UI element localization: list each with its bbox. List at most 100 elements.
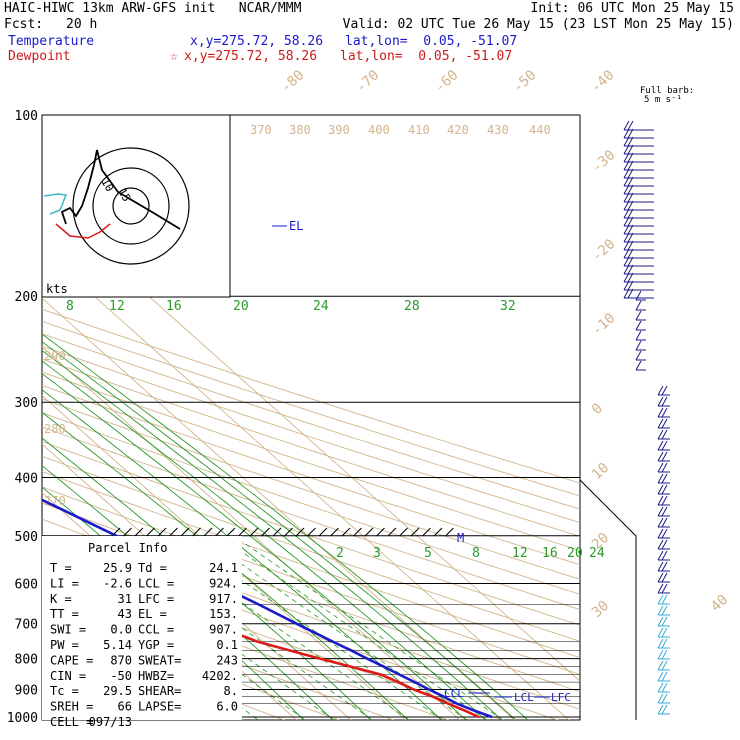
hatch-mark bbox=[169, 527, 178, 537]
barb-flag bbox=[623, 200, 630, 211]
barb-flag bbox=[657, 440, 664, 451]
parcel-info-value: 29.5 bbox=[103, 684, 132, 698]
isotherm bbox=[0, 102, 35, 730]
parcel-info-value: 5.14 bbox=[103, 638, 132, 652]
parcel-info-label: LAPSE= bbox=[138, 700, 181, 714]
hodograph-trace-low bbox=[43, 193, 68, 215]
hatch-mark bbox=[353, 527, 362, 537]
mixing-ratio-label: 24 bbox=[589, 546, 605, 561]
barb-flag bbox=[635, 340, 642, 351]
barb-flag bbox=[661, 473, 668, 484]
barb-flag bbox=[661, 517, 668, 528]
hodograph-trace-red bbox=[55, 223, 111, 239]
pressure-label: 400 bbox=[15, 471, 38, 486]
barb-flag bbox=[657, 550, 664, 561]
isotherm bbox=[42, 297, 516, 720]
theta-label: 440 bbox=[529, 123, 551, 137]
parcel-info-label: CIN = bbox=[50, 669, 86, 683]
hatch-mark bbox=[410, 527, 420, 537]
barb-flag bbox=[627, 184, 634, 195]
hatch-mark bbox=[215, 527, 224, 537]
mixing-ratio-label: 28 bbox=[404, 299, 420, 314]
plot-title: HAIC-HIWC 13km ARW-GFS init NCAR/MMM bbox=[4, 1, 302, 16]
hatch-mark bbox=[341, 527, 351, 537]
barb-flag bbox=[623, 152, 630, 163]
pressure-label: 600 bbox=[15, 577, 38, 592]
theta-label: 390 bbox=[328, 123, 350, 137]
parcel-info-label: K = bbox=[50, 592, 72, 606]
barb-flag bbox=[627, 120, 634, 131]
barb-flag bbox=[623, 288, 630, 299]
mixing-ratio-label: 20 bbox=[567, 546, 583, 561]
barb-flag bbox=[623, 240, 630, 251]
barb-flag bbox=[627, 160, 634, 171]
dewpoint-legend: Dewpoint bbox=[8, 49, 71, 64]
dry-adiabat bbox=[42, 588, 395, 720]
barb-panel-edge bbox=[579, 479, 637, 720]
barb-flag bbox=[661, 451, 668, 462]
barb-flag bbox=[623, 184, 630, 195]
parcel-info-value: 66 bbox=[118, 700, 132, 714]
mixing-ratio-label: 8 bbox=[66, 299, 74, 314]
barb-flag bbox=[627, 224, 634, 235]
hatch-mark bbox=[376, 527, 385, 537]
dewpoint-star-icon: ☆ bbox=[170, 49, 178, 64]
parcel-info-value: 917. bbox=[209, 592, 238, 606]
lfc-annotation: LFC bbox=[551, 691, 571, 704]
parcel-info-label: SWI = bbox=[50, 623, 86, 637]
barb-flag bbox=[661, 484, 668, 495]
barb-flag bbox=[661, 539, 668, 550]
parcel-info-value: 924. bbox=[209, 576, 238, 590]
barb-flag bbox=[661, 550, 668, 561]
barb-flag bbox=[623, 128, 630, 139]
barb-flag bbox=[661, 704, 668, 715]
barb-flag bbox=[657, 528, 664, 539]
dry-adiabat bbox=[42, 333, 580, 510]
parcel-info-label: SREH = bbox=[50, 700, 93, 714]
barb-flag bbox=[661, 572, 668, 583]
hatch-mark bbox=[249, 527, 259, 537]
dry-adiabat bbox=[42, 398, 580, 580]
hatch-mark bbox=[422, 527, 431, 537]
barb-legend-line1: Full barb: bbox=[640, 86, 695, 96]
hodograph-box bbox=[41, 114, 231, 298]
pressure-label: 500 bbox=[15, 530, 38, 545]
parcel-info-label: LI = bbox=[50, 576, 79, 590]
barb-flag bbox=[661, 583, 668, 594]
parcel-info-value: -50 bbox=[110, 669, 132, 683]
dry-adiabat bbox=[42, 607, 340, 720]
dry-adiabat bbox=[42, 358, 580, 537]
parcel-info-label: CELL = bbox=[50, 715, 93, 729]
barb-flag bbox=[657, 616, 664, 627]
barb-flag bbox=[635, 290, 642, 301]
mixing-ratio-label: 5 bbox=[424, 546, 432, 561]
temperature-xy: x,y=275.72, 58.26 bbox=[190, 34, 324, 49]
isotherm-label: 30 bbox=[589, 598, 612, 621]
barb-flag bbox=[657, 660, 664, 671]
isotherm-label: -30 bbox=[589, 147, 619, 176]
lcl-annotation: LCL bbox=[514, 691, 534, 704]
barb-flag bbox=[627, 208, 634, 219]
isotherm-label: -40 bbox=[588, 67, 618, 96]
barb-flag bbox=[623, 272, 630, 283]
barb-flag bbox=[623, 248, 630, 259]
mixing-ratio-label: 16 bbox=[542, 546, 558, 561]
theta-label: 380 bbox=[289, 123, 311, 137]
barb-flag bbox=[627, 272, 634, 283]
barb-flag bbox=[623, 176, 630, 187]
hatch-mark bbox=[146, 527, 155, 537]
dry-adiabat bbox=[42, 412, 580, 595]
isotherm-label: -10 bbox=[589, 310, 619, 339]
ccl-annotation: CCL bbox=[444, 687, 464, 700]
parcel-info-label: LFC = bbox=[138, 592, 174, 606]
barb-flag bbox=[623, 168, 630, 179]
barb-flag bbox=[627, 144, 634, 155]
hatch-mark bbox=[203, 527, 213, 537]
parcel-info-label: HWBZ= bbox=[138, 669, 174, 683]
parcel-info-value: -2.6 bbox=[103, 576, 132, 590]
mixing-ratio-line bbox=[218, 535, 488, 720]
pressure-label: 200 bbox=[15, 290, 38, 305]
barb-flag bbox=[635, 310, 642, 321]
dry-adiabat bbox=[42, 440, 580, 626]
isotherm-label: -60 bbox=[432, 67, 462, 96]
